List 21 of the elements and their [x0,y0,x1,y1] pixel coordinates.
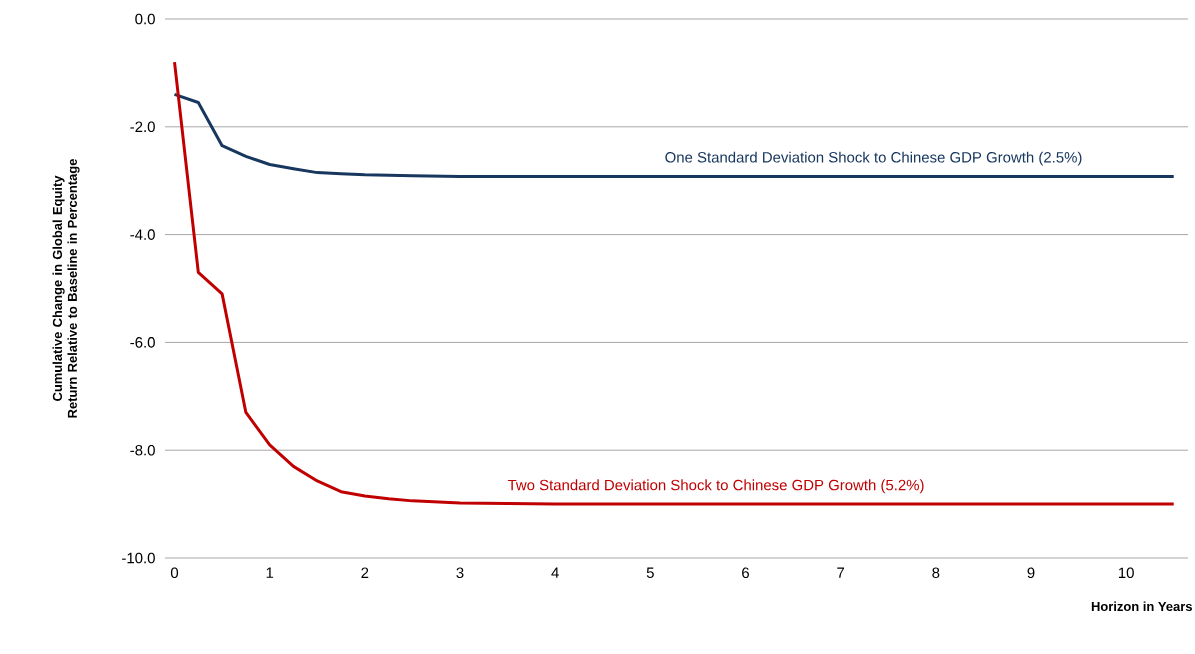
x-tick-label: 10 [1118,567,1134,579]
y-tick-label: -6.0 [130,337,155,348]
x-tick-label: 3 [456,567,464,579]
x-tick-label: 6 [742,567,749,579]
series-label: One Standard Deviation Shock to Chinese GDP Growth (2.5%) [665,151,1082,166]
y-tick-label: -10.0 [122,552,155,564]
y-tick-label: -8.0 [130,444,155,456]
y-tick-label: -4.0 [130,229,155,240]
x-tick-label: 9 [1027,567,1035,579]
x-tick-label: 1 [266,567,274,578]
x-tick-label: 2 [361,567,369,578]
x-axis-title: Horizon in Years [1091,601,1192,612]
y-axis-title: Cumulative Change in Global Equity Return Relative to Baseline in Percentage [52,159,80,418]
series-label: Two Standard Deviation Shock to Chinese GDP Growth (5.2%) [507,479,924,494]
y-tick-label: -2.0 [130,121,155,133]
x-tick-label: 5 [646,567,654,578]
y-tick-label: 0.0 [135,13,155,25]
x-tick-label: 8 [932,567,940,579]
x-tick-label: 0 [170,567,179,579]
x-tick-label: 7 [837,567,845,578]
x-tick-label: 4 [551,567,559,578]
